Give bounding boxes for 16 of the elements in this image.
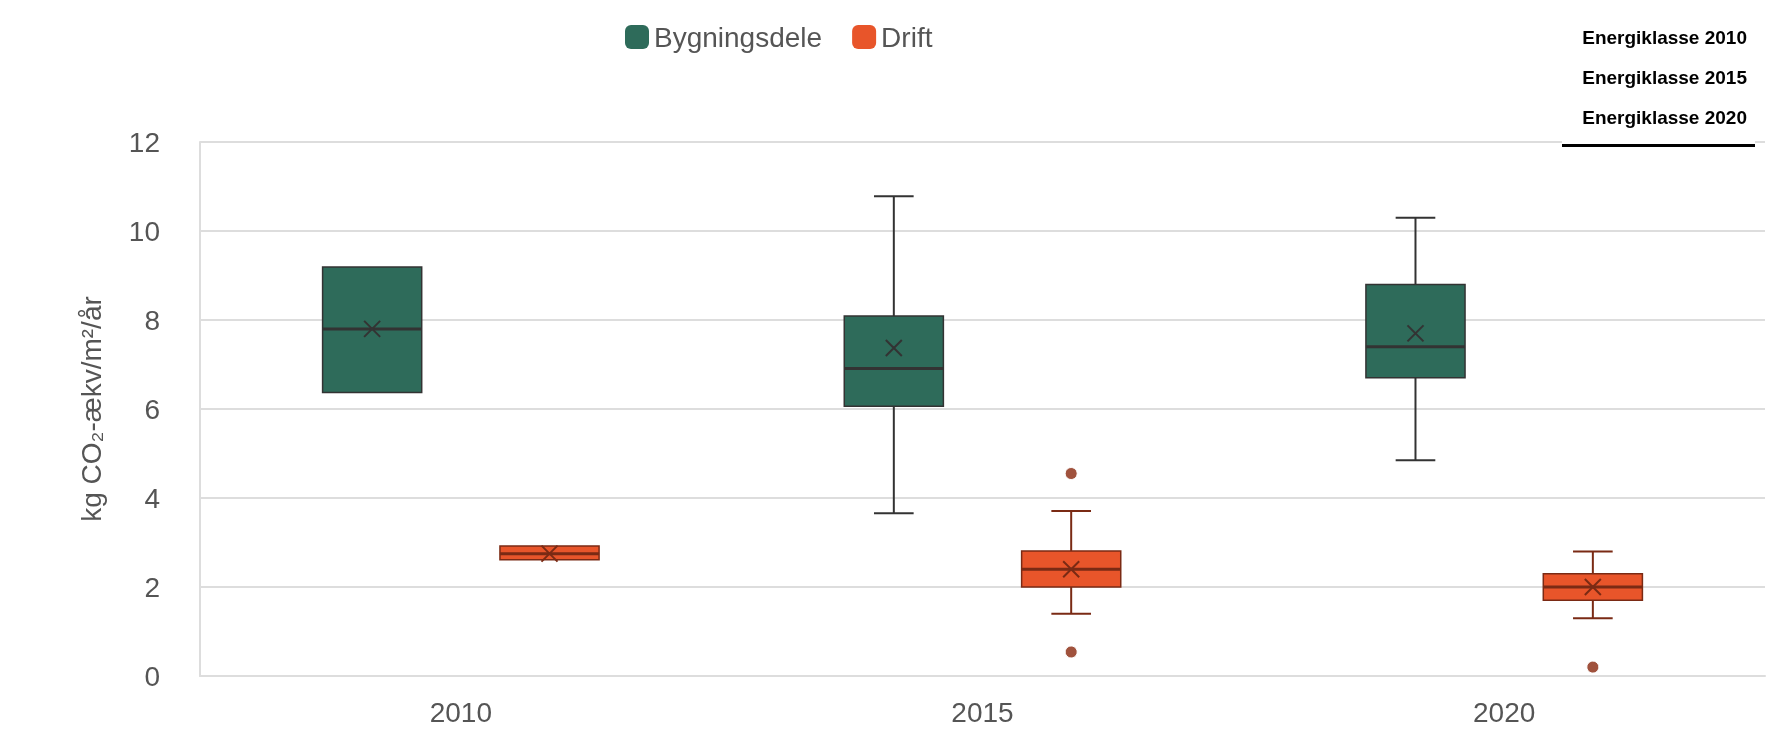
x-tick-label: 2020	[1473, 696, 1536, 728]
y-tick-label: 8	[144, 304, 160, 336]
y-tick-label: 2	[144, 571, 160, 603]
text: Energiklasse 2010	[1582, 26, 1747, 50]
legend-label: Bygningsdele	[654, 21, 823, 53]
y-tick-label: 12	[128, 126, 160, 158]
text: Energiklasse 2020	[1582, 106, 1747, 130]
y-tick-label: 10	[128, 215, 160, 247]
y-tick-label: 0	[144, 660, 160, 692]
x-tick-label: 2015	[951, 696, 1014, 728]
y-axis-title: kg CO₂-ækv/m²/år	[75, 296, 107, 522]
x-tick-label: 2010	[429, 696, 492, 728]
legend-label: Drift	[881, 21, 933, 53]
y-tick-label: 4	[144, 482, 160, 514]
y-tick-label: 6	[144, 393, 160, 425]
text: Energiklasse 2015	[1582, 66, 1747, 90]
